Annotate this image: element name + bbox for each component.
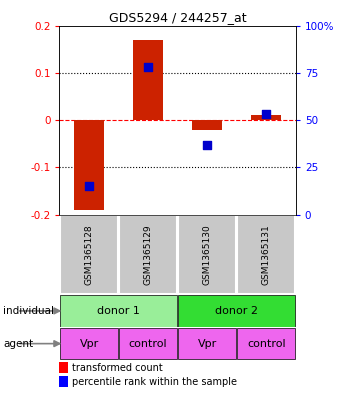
Text: agent: agent bbox=[3, 339, 34, 349]
Bar bbox=[59, 362, 68, 373]
Title: GDS5294 / 244257_at: GDS5294 / 244257_at bbox=[109, 11, 246, 24]
Bar bbox=[60, 295, 177, 327]
Bar bbox=[133, 40, 163, 120]
Text: control: control bbox=[129, 339, 167, 349]
Text: Vpr: Vpr bbox=[198, 339, 217, 349]
Bar bbox=[119, 215, 177, 294]
Bar bbox=[178, 295, 295, 327]
Bar bbox=[252, 115, 281, 120]
Text: control: control bbox=[247, 339, 286, 349]
Text: GSM1365129: GSM1365129 bbox=[143, 224, 153, 285]
Text: percentile rank within the sample: percentile rank within the sample bbox=[72, 376, 238, 386]
Bar bbox=[237, 328, 295, 359]
Text: GSM1365128: GSM1365128 bbox=[85, 224, 94, 285]
Point bbox=[146, 64, 151, 70]
Bar bbox=[237, 215, 295, 294]
Bar bbox=[59, 376, 68, 387]
Text: transformed count: transformed count bbox=[72, 363, 163, 373]
Text: donor 2: donor 2 bbox=[215, 306, 258, 316]
Text: GSM1365130: GSM1365130 bbox=[203, 224, 212, 285]
Bar bbox=[74, 120, 104, 210]
Bar bbox=[178, 328, 236, 359]
Text: individual: individual bbox=[3, 306, 54, 316]
Bar bbox=[60, 328, 118, 359]
Bar bbox=[192, 120, 222, 130]
Text: GSM1365131: GSM1365131 bbox=[262, 224, 271, 285]
Bar bbox=[60, 215, 118, 294]
Text: Vpr: Vpr bbox=[80, 339, 99, 349]
Text: donor 1: donor 1 bbox=[97, 306, 140, 316]
Bar bbox=[119, 328, 177, 359]
Point bbox=[264, 111, 269, 118]
Bar bbox=[178, 215, 236, 294]
Point bbox=[204, 141, 210, 148]
Point bbox=[86, 183, 92, 189]
